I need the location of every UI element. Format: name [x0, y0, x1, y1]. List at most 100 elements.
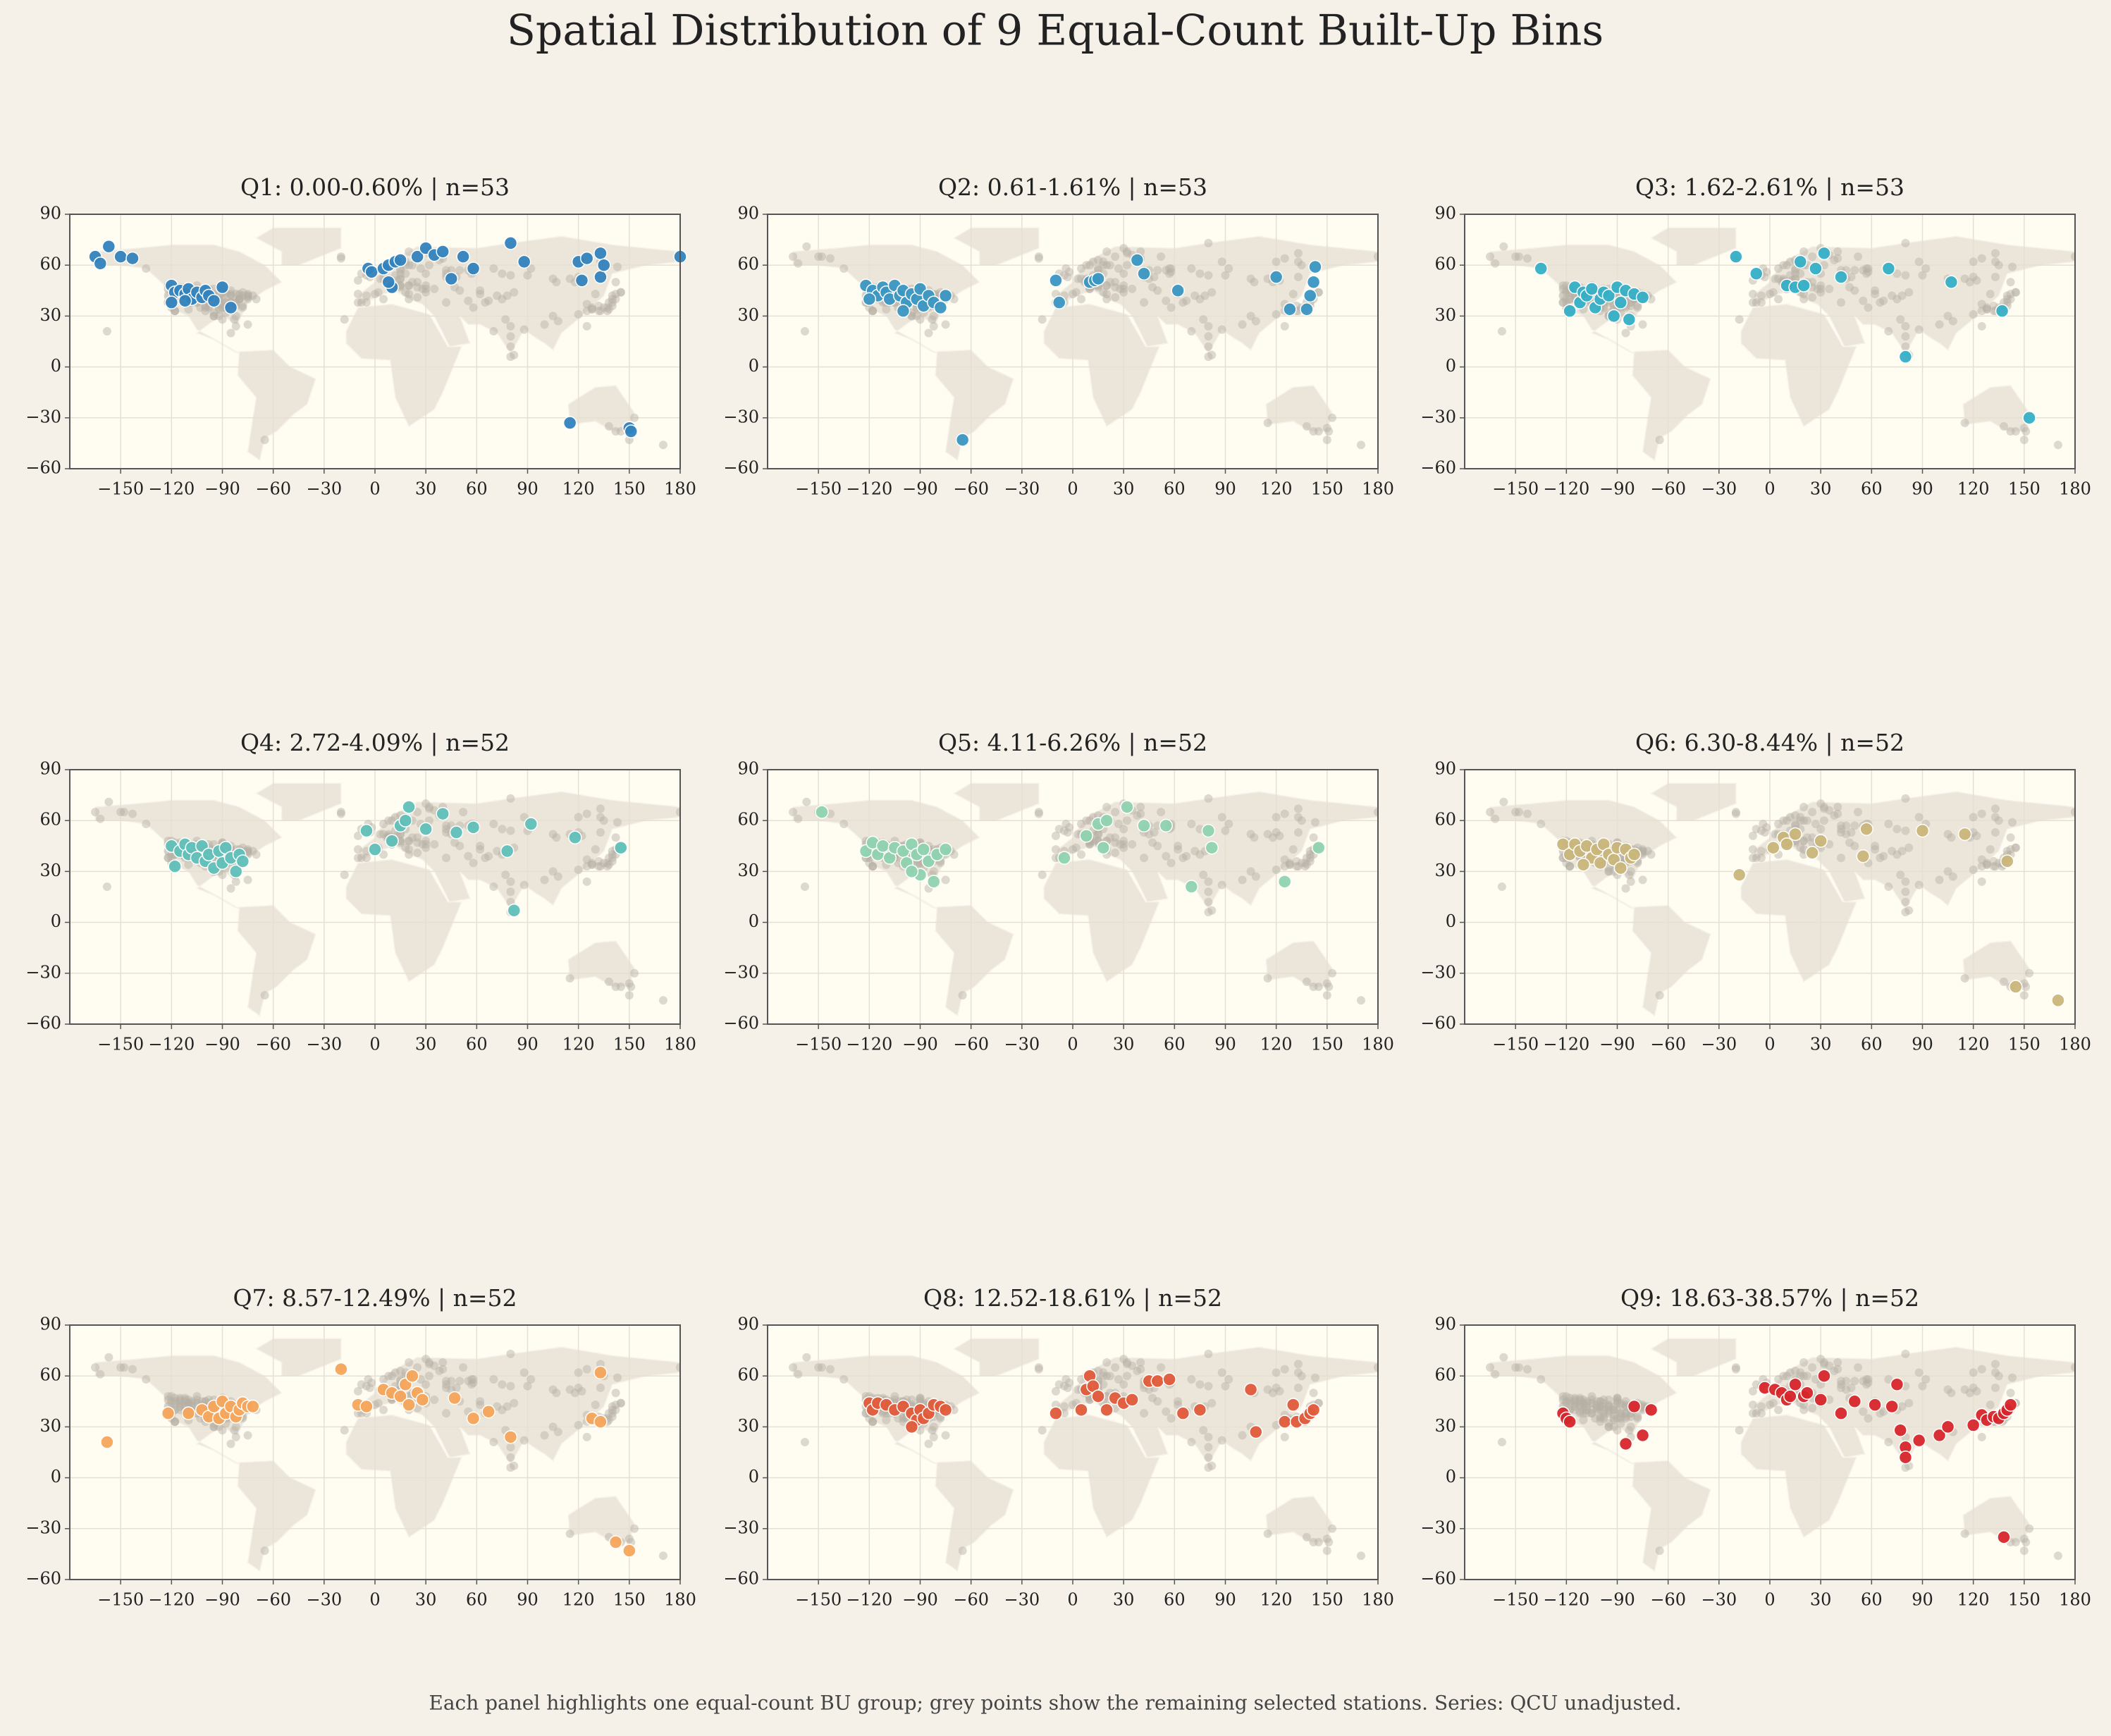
background-station	[1837, 298, 1846, 307]
background-station	[1643, 847, 1652, 856]
background-station	[2019, 1534, 2029, 1544]
background-station	[802, 797, 811, 806]
background-station	[1565, 862, 1575, 871]
background-station	[2011, 288, 2020, 297]
background-station	[789, 1363, 798, 1372]
background-station	[1837, 1384, 1846, 1393]
background-station	[1847, 1384, 1856, 1393]
background-station	[2011, 1538, 2020, 1547]
background-station	[1850, 1377, 1859, 1386]
background-station	[1884, 820, 1893, 829]
background-station	[574, 1368, 583, 1377]
background-station	[1167, 303, 1176, 312]
background-station	[936, 1414, 945, 1423]
y-tick-label: 90	[1434, 204, 1456, 223]
background-station	[1102, 261, 1112, 270]
background-station	[540, 1431, 549, 1440]
background-station	[1148, 1393, 1157, 1403]
background-station	[587, 304, 596, 314]
x-tick-label: 90	[517, 479, 538, 499]
background-station	[1990, 1368, 2000, 1377]
background-station	[1859, 296, 1868, 305]
background-station	[192, 1392, 202, 1401]
background-station	[336, 809, 345, 818]
station-point	[1283, 302, 1297, 316]
background-station	[421, 288, 431, 297]
station-point	[1091, 1389, 1105, 1403]
background-station	[1587, 1395, 1596, 1404]
background-station	[1862, 1380, 1871, 1389]
background-station	[1596, 1402, 1605, 1411]
background-station	[1819, 804, 1828, 813]
background-station	[1977, 877, 1986, 886]
background-station	[379, 295, 388, 304]
background-station	[1077, 264, 1086, 273]
background-station	[604, 304, 613, 314]
station-point	[1150, 1374, 1165, 1389]
background-station	[1328, 413, 1337, 422]
station-point	[1049, 273, 1063, 288]
background-station	[1901, 321, 1910, 331]
background-station	[1486, 252, 1495, 261]
x-tick-label: 120	[1957, 1590, 1990, 1610]
station-point	[393, 253, 407, 267]
background-station	[800, 1438, 809, 1447]
background-station	[2071, 252, 2075, 261]
background-station	[226, 328, 235, 338]
background-station	[1111, 278, 1120, 287]
station-point	[1885, 1399, 1899, 1414]
background-station	[1309, 1389, 1318, 1398]
background-station	[658, 1551, 667, 1560]
background-station	[1592, 1402, 1601, 1411]
background-station	[540, 875, 549, 885]
background-station	[552, 278, 561, 287]
background-station	[2007, 818, 2017, 827]
background-station	[1280, 321, 1289, 331]
background-station	[1305, 854, 1315, 863]
background-station	[1204, 908, 1213, 917]
background-station	[442, 1384, 451, 1393]
background-station	[1816, 799, 1826, 808]
background-station	[1309, 1538, 1318, 1547]
background-station	[1766, 290, 1774, 299]
x-tick-label: −90	[902, 1590, 938, 1610]
station-point	[113, 250, 128, 264]
background-station	[1579, 1409, 1588, 1418]
background-station	[1153, 842, 1162, 851]
background-station	[1562, 288, 1571, 297]
background-station	[587, 860, 596, 869]
background-station	[116, 808, 125, 817]
background-station	[1178, 854, 1188, 863]
y-tick-label: 30	[39, 305, 61, 325]
background-station	[243, 290, 252, 299]
background-station	[231, 321, 240, 331]
background-station	[1207, 1398, 1217, 1408]
background-station	[1901, 238, 1910, 247]
panel-title: Q3: 1.62-2.61% | n=53	[1635, 173, 1904, 201]
background-station	[1854, 1363, 1863, 1372]
background-station	[570, 1389, 579, 1398]
background-station	[594, 856, 603, 866]
background-station	[1774, 1375, 1783, 1384]
background-station	[1280, 1432, 1289, 1441]
background-station	[594, 862, 603, 871]
background-station	[455, 1377, 464, 1386]
background-station	[1224, 820, 1233, 829]
background-station	[1099, 261, 1108, 270]
x-tick-label: 60	[1164, 1590, 1186, 1610]
background-station	[455, 286, 464, 295]
background-station	[1174, 1401, 1183, 1410]
background-station	[1153, 286, 1162, 295]
background-station	[1592, 1397, 1601, 1406]
background-station	[1989, 301, 1998, 310]
station-point	[574, 273, 589, 288]
background-station	[96, 1369, 105, 1379]
background-station	[1558, 284, 1568, 293]
background-station	[1094, 255, 1103, 264]
background-station	[1305, 850, 1315, 859]
background-station	[1879, 296, 1888, 305]
background-station	[243, 875, 252, 885]
background-station	[405, 837, 414, 846]
x-tick-label: −90	[1599, 1590, 1635, 1610]
background-station	[1901, 1349, 1910, 1358]
